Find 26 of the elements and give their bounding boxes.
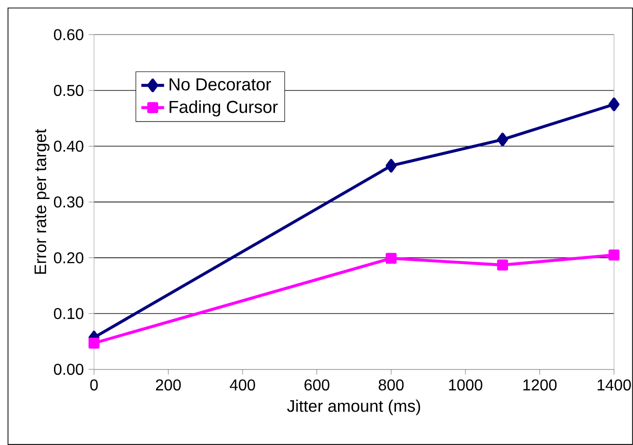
y-tick-label: 0.40: [54, 140, 84, 152]
y-tick-label: 0.10: [54, 308, 84, 320]
x-tick-label: 0: [90, 379, 98, 390]
y-tick-label: 0.50: [54, 84, 84, 96]
point: [497, 132, 508, 146]
x-tick-label: 1400: [598, 379, 631, 390]
y-tick-label: 0.20: [54, 252, 84, 264]
y-tick-label: 0.00: [54, 364, 84, 375]
legend-label: No Decorator: [170, 78, 271, 91]
x-tick-label: 400: [230, 379, 256, 390]
point: [386, 158, 397, 173]
point: [608, 98, 620, 112]
point: [608, 250, 620, 260]
x-tick-label: 600: [304, 379, 330, 390]
x-tick-label: 1000: [449, 379, 482, 390]
x-axis-title: Jitter amount (ms): [287, 400, 420, 416]
point: [497, 260, 508, 270]
y-axis-title: Error rate per target: [34, 128, 50, 274]
y-tick-label: 0.30: [54, 196, 84, 208]
point: [386, 252, 397, 264]
x-tick-label: 800: [378, 379, 404, 390]
x-tick-label: 1200: [523, 379, 557, 390]
y-tick-label: 0.60: [54, 29, 84, 40]
x-tick-label: 200: [156, 379, 181, 390]
point: [88, 338, 100, 349]
legend-label: Fading Cursor: [170, 100, 278, 116]
